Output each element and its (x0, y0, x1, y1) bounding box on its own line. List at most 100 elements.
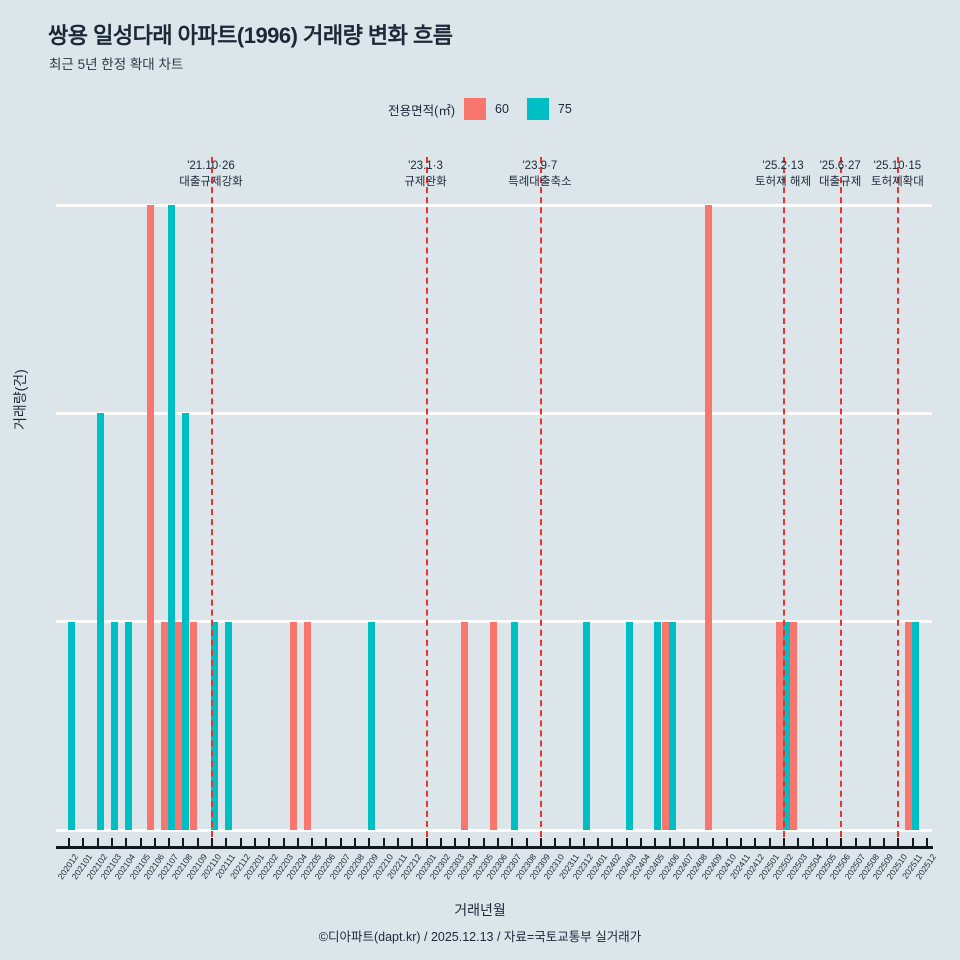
bar-202502-75 (783, 621, 790, 830)
x-tick-202405 (654, 838, 657, 848)
x-tick-202511 (911, 838, 914, 848)
event-name-5: 대출규제 (819, 176, 862, 188)
x-tick-202209 (368, 838, 371, 848)
x-tick-202506 (840, 838, 843, 848)
bar-202307-75 (511, 621, 519, 830)
event-label-4: '25.2·13 토허제 해제 (723, 158, 843, 190)
x-tick-202112 (239, 838, 242, 848)
bar-202406-75 (668, 621, 676, 830)
x-tick-202206 (325, 838, 328, 848)
x-tick-202409 (711, 838, 714, 848)
bar-202110-75 (211, 621, 218, 830)
event-date-2: '23.1·3 (408, 160, 443, 172)
gridline-y-1 (56, 620, 932, 624)
x-tick-202312 (582, 838, 585, 848)
x-tick-202212 (411, 838, 414, 848)
event-line-3 (539, 157, 542, 837)
bar-202104-75 (125, 621, 133, 830)
x-tick-202201 (253, 838, 256, 848)
x-tick-202410 (725, 838, 728, 848)
event-name-0: 대출규제강화 (179, 176, 243, 188)
x-tick-202101 (82, 838, 85, 848)
bar-202405-75 (654, 621, 662, 830)
chart-footer-credit: ©디아파트(dapt.kr) / 2025.12.13 / 자료=국토교통부 실… (318, 930, 642, 944)
bar-202306-60 (490, 621, 497, 830)
y-axis-label: 거래량(건) (12, 369, 28, 430)
x-tick-202502 (783, 838, 785, 848)
x-tick-202103 (110, 838, 113, 848)
event-line-6 (897, 157, 900, 837)
legend-title: 전용면적(㎡) (388, 103, 455, 118)
legend-label-60: 60 (495, 102, 509, 116)
bar-202502-60 (776, 621, 783, 830)
event-line-2 (425, 157, 428, 837)
x-tick-202509 (883, 838, 886, 848)
legend-swatch-60 (464, 98, 486, 120)
chart-legend: 전용면적(㎡) 60 75 (0, 98, 960, 120)
event-line-0 (211, 157, 213, 837)
event-date-3: '23.9·7 (522, 160, 558, 172)
x-tick-202501 (768, 838, 771, 848)
x-tick-202207 (339, 838, 342, 848)
x-tick-202301 (425, 838, 428, 848)
event-date-6: '25.10·15 (873, 160, 922, 172)
bar-202103-75 (110, 621, 118, 830)
bar-202107-60 (161, 621, 169, 830)
x-tick-202508 (868, 838, 871, 848)
bar-202406-60 (661, 621, 669, 830)
event-name-3: 특례대출축소 (508, 176, 572, 188)
x-tick-202401 (597, 838, 600, 848)
bar-202107-75 (168, 205, 176, 830)
x-tick-202504 (811, 838, 814, 848)
event-name-4: 토허제 해제 (754, 176, 812, 188)
x-tick-202107 (168, 838, 171, 848)
x-tick-202304 (468, 838, 471, 848)
x-tick-202411 (740, 838, 743, 848)
x-axis-label: 거래년월 (454, 902, 506, 918)
legend-label-75: 75 (557, 102, 572, 116)
x-tick-202307 (511, 838, 514, 848)
x-tick-202203 (282, 838, 285, 848)
page-title: 쌍용 일성다래 아파트(1996) 거래량 변화 흐름 (48, 23, 453, 48)
x-tick-202105 (139, 838, 142, 848)
x-tick-202310 (554, 838, 557, 848)
bar-202503-60 (790, 621, 798, 830)
bar-202111-75 (225, 621, 233, 830)
event-line-4 (783, 157, 785, 837)
x-tick-202309 (539, 838, 542, 848)
x-tick-202402 (611, 838, 614, 848)
page-subtitle: 최근 5년 한정 확대 차트 (49, 57, 184, 72)
x-tick-202110 (211, 838, 213, 848)
x-tick-202503 (797, 838, 800, 848)
x-tick-202404 (640, 838, 642, 848)
event-line-5 (840, 157, 843, 837)
x-axis-line (56, 846, 933, 849)
bar-202403-75 (625, 621, 633, 830)
x-tick-202104 (125, 838, 128, 848)
bar-202304-60 (461, 621, 469, 830)
legend-swatch-75 (526, 98, 549, 120)
bar-202106-60 (146, 205, 154, 830)
bar-202209-75 (368, 621, 376, 830)
event-label-5: '25.6·27 대출규제 (780, 158, 900, 190)
x-tick-202308 (525, 838, 528, 848)
bar-202108-60 (175, 621, 183, 830)
bar-202312-75 (582, 621, 590, 830)
x-tick-202106 (153, 838, 156, 848)
event-name-6: 토허제확대 (870, 176, 924, 188)
x-tick-202306 (497, 838, 499, 848)
bar-202204-60 (289, 621, 297, 830)
bar-202108-75 (182, 413, 190, 830)
x-tick-202305 (482, 838, 485, 848)
gridline-y-2 (56, 411, 932, 415)
x-tick-202012 (68, 838, 70, 848)
x-tick-202111 (225, 838, 228, 848)
event-date-5: '25.6·27 (819, 160, 861, 172)
chart-plot-area: 0123 (56, 157, 932, 837)
bar-202205-60 (304, 621, 312, 830)
event-name-2: 규제완화 (404, 176, 447, 188)
gridline-y-0 (56, 828, 932, 832)
bar-202012-75 (68, 621, 75, 830)
x-tick-202211 (396, 838, 399, 848)
event-date-0: '21.10·26 (187, 160, 235, 172)
